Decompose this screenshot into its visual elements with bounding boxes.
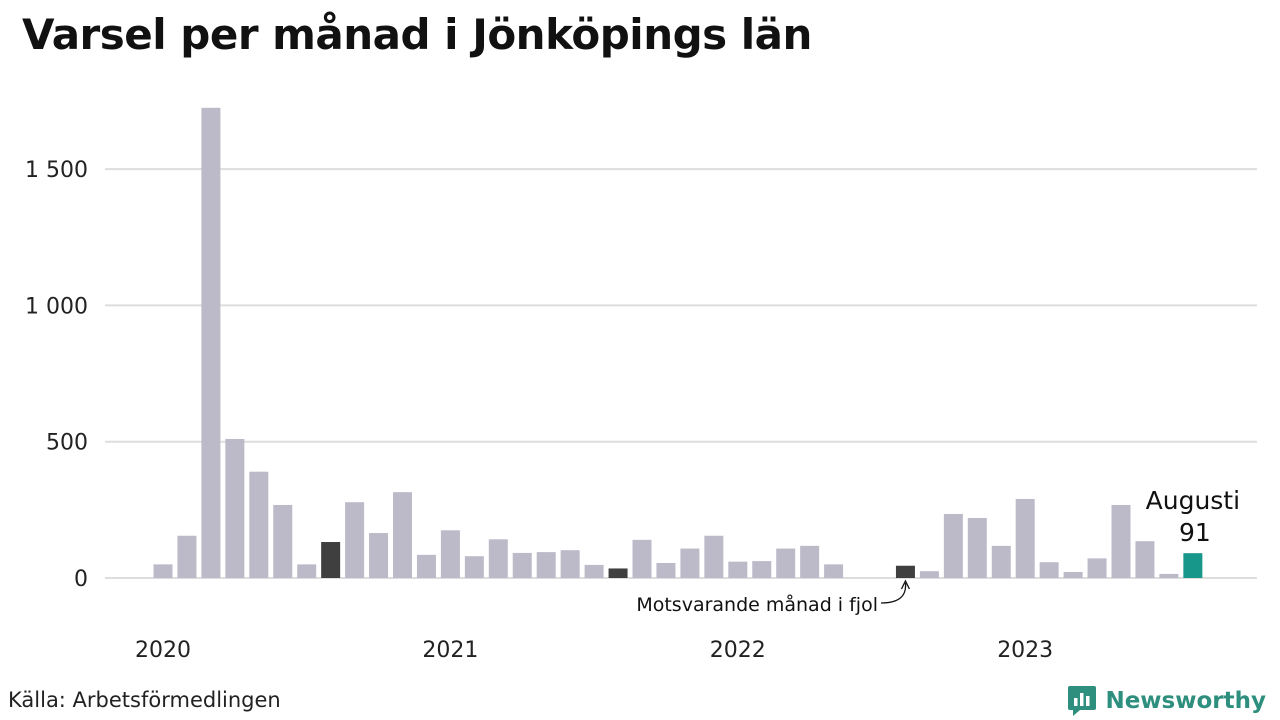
chart-title: Varsel per månad i Jönköpings län [22, 10, 812, 59]
bar [1063, 572, 1083, 578]
y-tick-label: 500 [46, 431, 88, 456]
bar [1015, 498, 1035, 578]
bar [967, 518, 987, 578]
x-tick-label: 2023 [997, 638, 1053, 663]
bar [249, 471, 269, 578]
bar-comparison [321, 542, 341, 578]
bar [728, 561, 748, 578]
annotations: Augusti 91 Motsvarande månad i fjol [636, 486, 1240, 616]
comparison-annotation-label: Motsvarande månad i fjol [636, 593, 878, 616]
bars [153, 107, 1203, 579]
bar [1039, 562, 1059, 578]
bar [1135, 541, 1155, 578]
x-tick-label: 2020 [135, 638, 191, 663]
bar [560, 550, 580, 578]
bar [416, 554, 436, 578]
bar [201, 107, 221, 579]
bar [393, 492, 412, 578]
bar [584, 564, 604, 578]
brand-name: Newsworthy [1105, 688, 1266, 714]
bar-chart: 0 500 1 000 1 500 2020 2021 2022 2023 Augusti 9… [25, 107, 1257, 663]
x-tick-label: 2021 [422, 638, 478, 663]
bar [177, 535, 197, 578]
bar-comparison [608, 568, 628, 578]
bar [1159, 573, 1179, 578]
bar [680, 548, 700, 578]
bar [273, 504, 293, 578]
bar [752, 561, 772, 578]
bar [536, 552, 556, 578]
bar [824, 564, 844, 578]
bar [297, 564, 317, 578]
x-tick-label: 2022 [710, 638, 766, 663]
newsworthy-logo-icon [1068, 686, 1097, 716]
bar [632, 539, 652, 578]
bar-comparison [895, 565, 915, 578]
source-note: Källa: Arbetsförmedlingen [8, 688, 281, 712]
y-tick-label: 1 000 [25, 294, 88, 319]
annotation-arrowhead [900, 579, 911, 590]
brand[interactable]: Newsworthy [1067, 684, 1266, 718]
highlight-value-label: 91 [1179, 518, 1211, 547]
highlight-month-label: Augusti [1146, 486, 1240, 515]
annotation-arrow-line [880, 582, 907, 604]
bar [488, 539, 508, 578]
bar [776, 548, 796, 578]
bar [800, 545, 820, 578]
bar [991, 545, 1011, 578]
bar [345, 502, 365, 578]
y-tick-label: 0 [74, 567, 88, 592]
x-axis-tick-labels: 2020 2021 2022 2023 [135, 638, 1053, 663]
bar [1087, 558, 1107, 578]
bar-highlight [1183, 553, 1203, 578]
bar [656, 563, 676, 578]
bar [1111, 504, 1131, 578]
bar [153, 564, 173, 578]
bar [464, 556, 484, 578]
bar [512, 552, 532, 578]
bar [704, 535, 724, 578]
y-tick-label: 1 500 [25, 158, 88, 183]
bar [943, 513, 963, 578]
bar [369, 533, 389, 578]
bar [225, 438, 245, 578]
bar [919, 571, 939, 578]
bar [440, 530, 460, 578]
y-axis-tick-labels: 0 500 1 000 1 500 [25, 158, 88, 592]
